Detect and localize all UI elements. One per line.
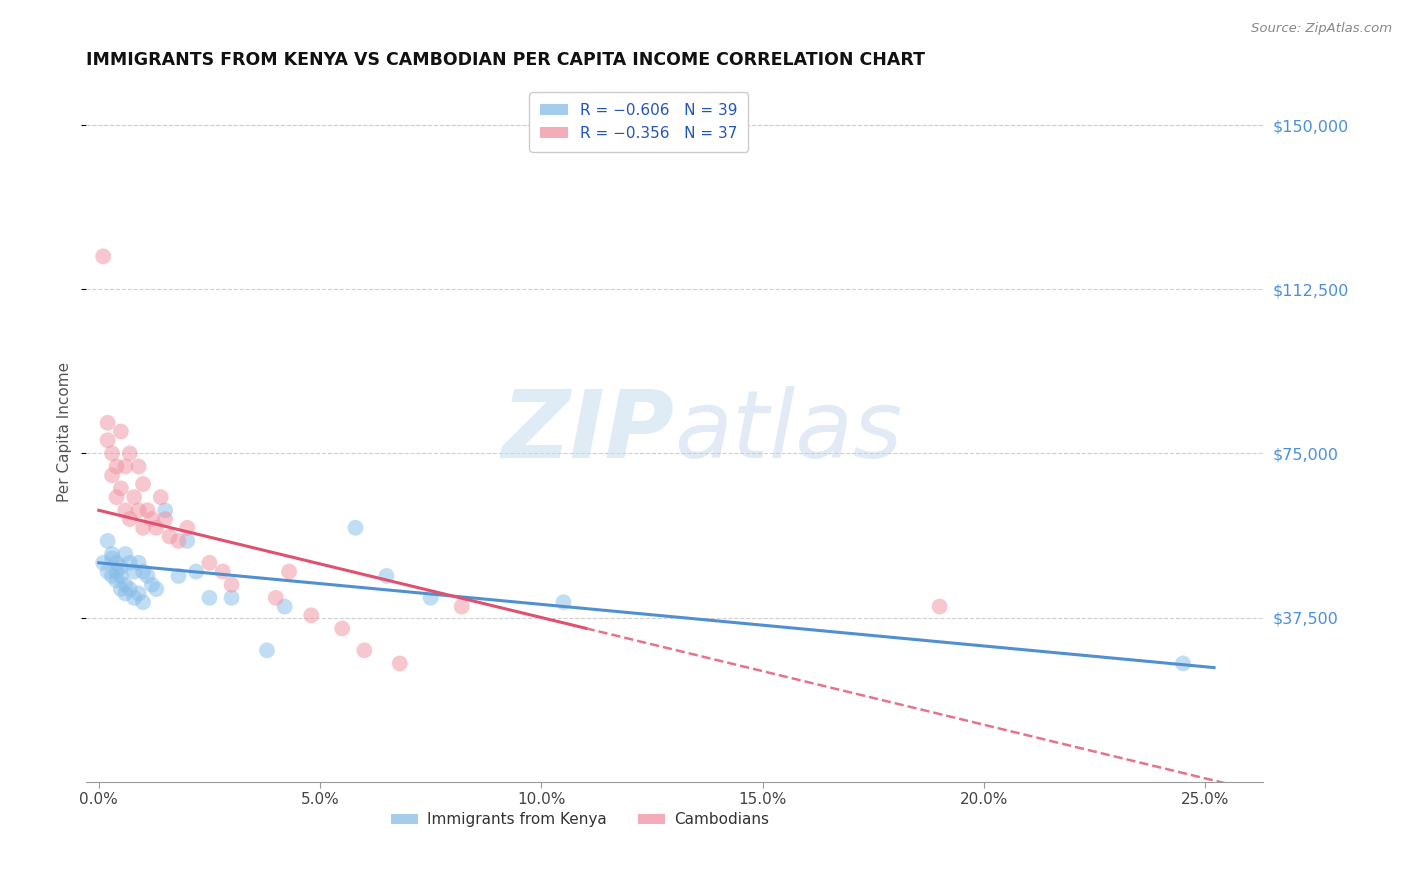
Point (118, 582, 141, 596)
Point (114, 577, 136, 591)
Point (105, 490, 128, 504)
Point (110, 582, 132, 596)
Point (419, 591, 441, 605)
Point (176, 521, 198, 535)
Point (122, 591, 145, 605)
Point (114, 586, 136, 600)
Point (186, 565, 208, 579)
Point (101, 569, 124, 583)
Point (167, 569, 190, 583)
Point (149, 490, 172, 504)
Point (132, 565, 155, 579)
Point (176, 533, 198, 548)
Point (1171, 657, 1194, 671)
Point (264, 591, 287, 605)
Point (122, 565, 145, 579)
Point (97, 416, 120, 430)
Point (97, 565, 120, 579)
Point (221, 577, 243, 591)
Text: Source: ZipAtlas.com: Source: ZipAtlas.com (1251, 22, 1392, 36)
Point (450, 599, 472, 614)
Point (105, 459, 128, 474)
Point (101, 551, 124, 566)
Point (211, 565, 233, 579)
Point (110, 425, 132, 439)
Point (128, 503, 150, 517)
Point (375, 569, 398, 583)
Point (97, 434, 120, 448)
Point (132, 521, 155, 535)
Point (114, 459, 136, 474)
Point (344, 521, 367, 535)
Point (101, 547, 124, 561)
Point (159, 530, 181, 544)
Point (110, 560, 132, 574)
Y-axis label: Per Capita Income: Per Capita Income (58, 361, 72, 501)
Point (101, 446, 124, 460)
Point (91, 556, 114, 570)
Point (118, 512, 141, 526)
Point (132, 477, 155, 491)
Point (128, 586, 150, 600)
Point (353, 643, 375, 657)
Point (388, 657, 411, 671)
Point (221, 591, 243, 605)
Point (118, 446, 141, 460)
Point (273, 599, 295, 614)
Point (110, 482, 132, 496)
Point (136, 569, 159, 583)
Text: ZIP: ZIP (502, 385, 673, 477)
Point (153, 503, 176, 517)
Point (145, 582, 167, 596)
Point (114, 547, 136, 561)
Point (101, 468, 124, 483)
Text: atlas: atlas (673, 386, 903, 477)
Point (299, 608, 322, 623)
Text: IMMIGRANTS FROM KENYA VS CAMBODIAN PER CAPITA INCOME CORRELATION CHART: IMMIGRANTS FROM KENYA VS CAMBODIAN PER C… (86, 51, 925, 69)
Point (928, 599, 950, 614)
Legend: Immigrants from Kenya, Cambodians: Immigrants from Kenya, Cambodians (384, 806, 775, 833)
Point (105, 565, 128, 579)
Point (256, 643, 278, 657)
Point (114, 503, 136, 517)
Point (167, 533, 190, 548)
Point (118, 556, 141, 570)
Point (145, 521, 167, 535)
Point (91, 249, 114, 263)
Point (136, 503, 159, 517)
Point (110, 569, 132, 583)
Point (153, 512, 176, 526)
Point (141, 512, 163, 526)
Point (132, 595, 155, 609)
Point (128, 459, 150, 474)
Point (141, 577, 163, 591)
Point (198, 556, 221, 570)
Point (122, 490, 145, 504)
Point (330, 622, 353, 636)
Point (553, 595, 575, 609)
Point (105, 574, 128, 588)
Point (198, 591, 221, 605)
Point (278, 565, 301, 579)
Point (97, 533, 120, 548)
Point (128, 556, 150, 570)
Point (105, 556, 128, 570)
